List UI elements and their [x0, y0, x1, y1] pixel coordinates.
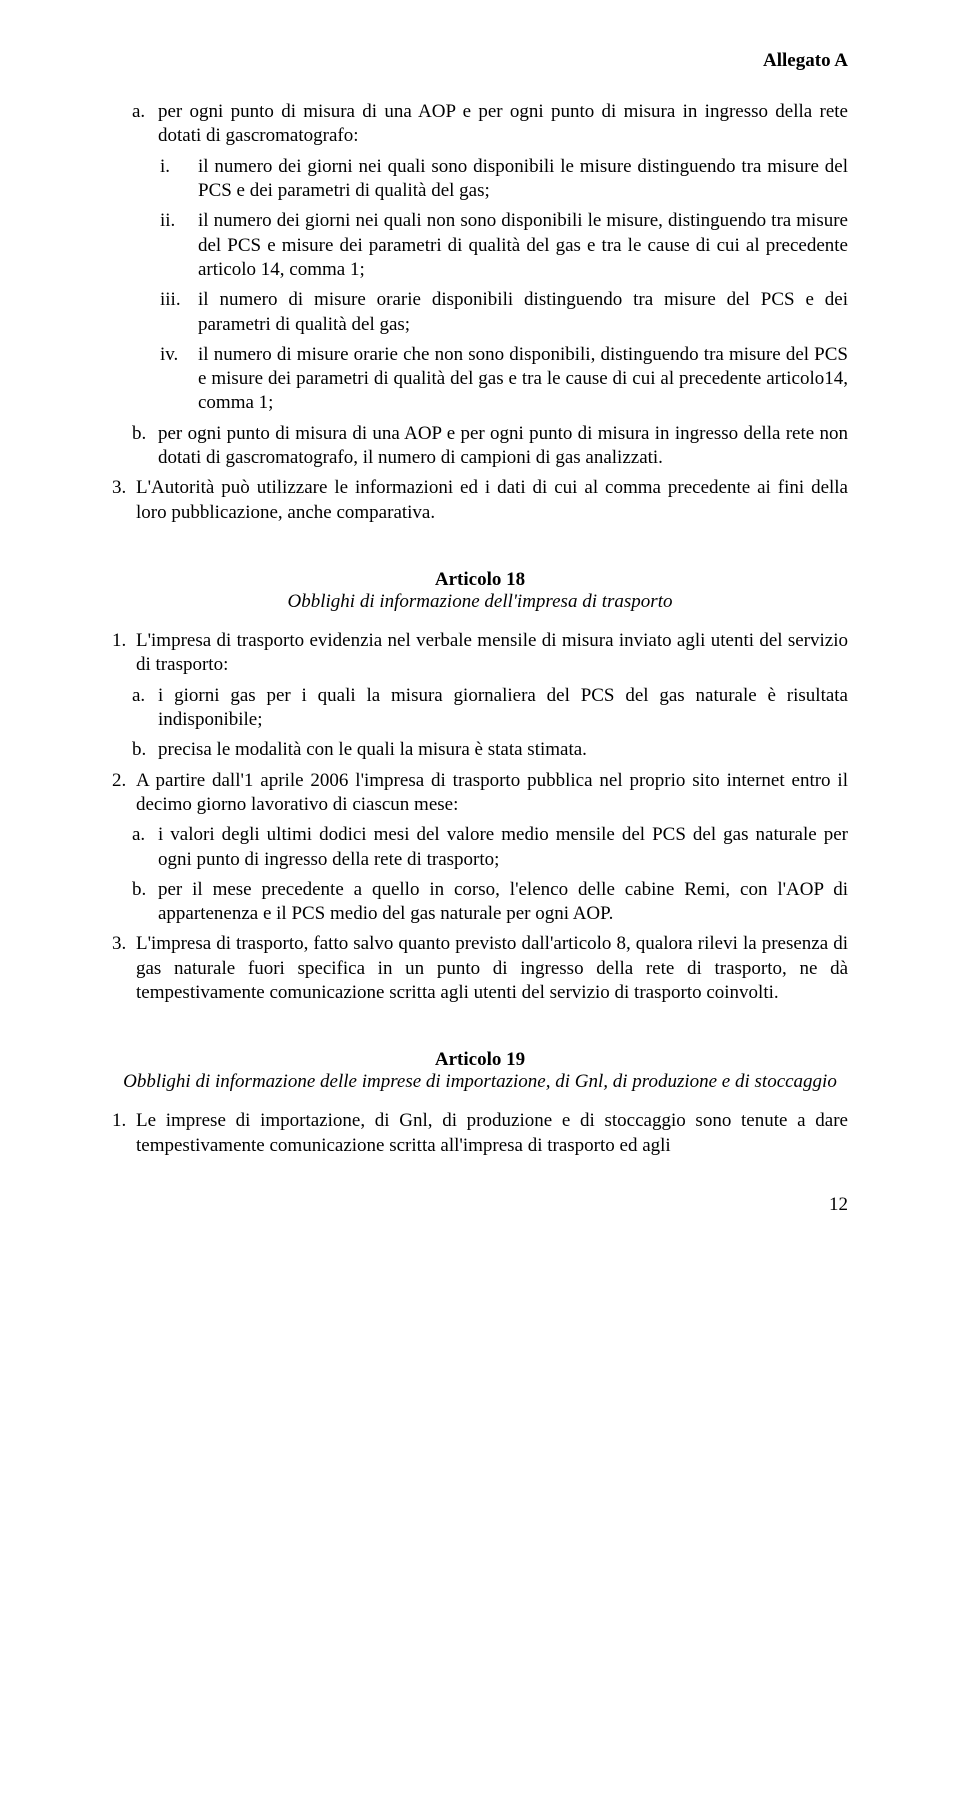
art19-list: Le imprese di importazione, di Gnl, di p… [112, 1109, 848, 1158]
item-ii: il numero dei giorni nei quali non sono … [158, 209, 848, 282]
art18-n2: A partire dall'1 aprile 2006 l'impresa d… [112, 769, 848, 927]
item-3: L'Autorità può utilizzare le informazion… [112, 476, 848, 525]
header-allegato: Allegato A [112, 50, 848, 72]
art18-n1: L'impresa di trasporto evidenzia nel ver… [112, 629, 848, 763]
item-b: per ogni punto di misura di una AOP e pe… [112, 422, 848, 471]
art18-n2-text: A partire dall'1 aprile 2006 l'impresa d… [136, 770, 848, 815]
art18-n1-b: precisa le modalità con le quali la misu… [112, 738, 848, 762]
article-19: Articolo 19 Obblighi di informazione del… [112, 1049, 848, 1158]
item-a-text: per ogni punto di misura di una AOP e pe… [158, 101, 848, 146]
item-iii: il numero di misure orarie disponibili d… [158, 288, 848, 337]
art18-n1-sub: i giorni gas per i quali la misura giorn… [112, 684, 848, 763]
article-18-subtitle: Obblighi di informazione dell'impresa di… [112, 591, 848, 613]
page-number: 12 [112, 1194, 848, 1216]
art18-n2-b: per il mese precedente a quello in corso… [112, 878, 848, 927]
item-i: il numero dei giorni nei quali sono disp… [158, 155, 848, 204]
item-iv: il numero di misure orarie che non sono … [158, 343, 848, 416]
art18-n2-a: i valori degli ultimi dodici mesi del va… [112, 823, 848, 872]
art18-n1-text: L'impresa di trasporto evidenzia nel ver… [136, 630, 848, 675]
item-a: per ogni punto di misura di una AOP e pe… [112, 100, 848, 416]
article-19-subtitle: Obblighi di informazione delle imprese d… [112, 1071, 848, 1093]
art18-n1-a: i giorni gas per i quali la misura giorn… [112, 684, 848, 733]
art18-n3: L'impresa di trasporto, fatto salvo quan… [112, 932, 848, 1005]
article-18-title: Articolo 18 [112, 569, 848, 591]
article-19-title: Articolo 19 [112, 1049, 848, 1071]
article-18: Articolo 18 Obblighi di informazione del… [112, 569, 848, 1005]
roman-list: il numero dei giorni nei quali sono disp… [158, 155, 848, 416]
top-list-num: L'Autorità può utilizzare le informazion… [112, 476, 848, 525]
art19-n1: Le imprese di importazione, di Gnl, di p… [112, 1109, 848, 1158]
art18-list: L'impresa di trasporto evidenzia nel ver… [112, 629, 848, 1005]
top-list-alpha: per ogni punto di misura di una AOP e pe… [112, 100, 848, 470]
art18-n2-sub: i valori degli ultimi dodici mesi del va… [112, 823, 848, 926]
